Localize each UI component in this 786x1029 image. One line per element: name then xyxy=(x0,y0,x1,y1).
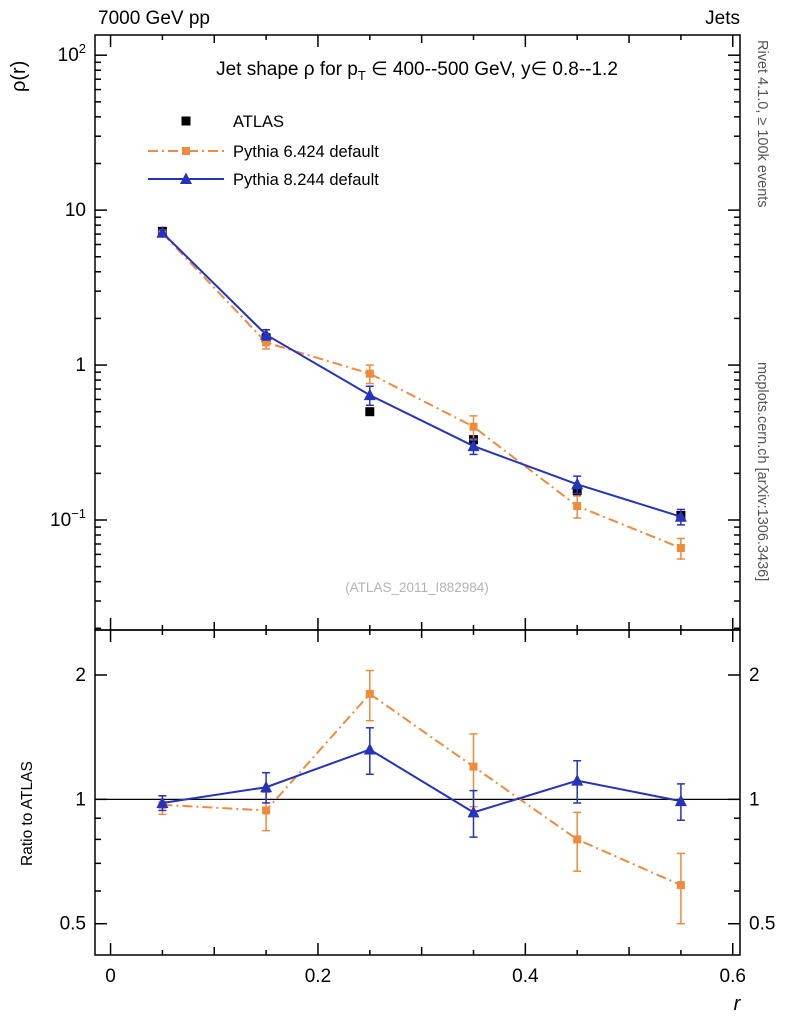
data-marker-square xyxy=(573,502,582,511)
y-tick-base: 10 xyxy=(58,45,79,66)
ratio-y-tick-label-right: 2 xyxy=(749,665,760,686)
data-marker-triangle xyxy=(363,743,376,755)
y-tick-exponent: −1 xyxy=(71,506,86,521)
plot-title-post: ∈ 400--500 GeV, y∈ 0.8--1.2 xyxy=(366,59,618,80)
data-marker-triangle xyxy=(674,794,687,807)
data-marker-square xyxy=(365,407,375,417)
legend-label: Pythia 8.244 default xyxy=(233,171,379,189)
series-line xyxy=(162,692,682,887)
data-marker-triangle xyxy=(467,805,480,818)
y-tick-base: 1 xyxy=(75,355,86,376)
data-marker-triangle xyxy=(571,477,584,490)
data-marker-square xyxy=(676,543,685,552)
data-marker-triangle xyxy=(260,780,273,793)
legend-label: Pythia 6.424 default xyxy=(233,143,379,161)
data-marker-square xyxy=(469,762,478,771)
series-ratio-pythia-6.424-default xyxy=(158,669,685,925)
beam-energy-label: 7000 GeV pp xyxy=(98,8,210,29)
plot-title: Jet shape ρ for pT ∈ 400--500 GeV, y∈ 0.… xyxy=(216,59,618,83)
data-marker-triangle xyxy=(156,226,169,238)
data-marker-triangle xyxy=(467,439,480,452)
y-axis-label-ratio: Ratio to ATLAS xyxy=(19,761,36,866)
data-marker-triangle xyxy=(571,774,584,786)
x-tick-label: 0.4 xyxy=(512,966,539,987)
data-marker-triangle xyxy=(180,172,192,184)
x-axis-label: r xyxy=(734,993,742,1015)
process-label: Jets xyxy=(705,8,740,29)
data-marker-triangle xyxy=(674,510,687,522)
data-marker-square xyxy=(262,338,271,347)
data-marker-square xyxy=(181,116,191,126)
x-ticks: 0 0.2 0.4 0.6 xyxy=(105,35,746,987)
data-marker-triangle xyxy=(363,388,376,401)
x-tick-label: 0 xyxy=(105,966,116,987)
ratio-panel-frame xyxy=(94,629,741,956)
data-marker-triangle xyxy=(260,328,273,340)
data-marker-square xyxy=(262,806,271,815)
y-tick-exponent: 2 xyxy=(79,41,86,56)
series-line xyxy=(162,748,682,814)
data-marker-square xyxy=(182,147,190,155)
plot-title-subscript: T xyxy=(358,68,366,83)
y-tick-base: 10 xyxy=(65,200,86,221)
y-axis-label-main: ρ(r) xyxy=(8,61,30,92)
x-tick-label: 0.6 xyxy=(720,966,746,987)
series-line xyxy=(161,232,682,549)
legend: ATLAS Pythia 6.424 default Pythia 8.244 de… xyxy=(148,113,379,189)
panel-frames xyxy=(94,34,741,956)
series-line xyxy=(161,231,682,518)
data-marker-square xyxy=(676,881,685,890)
series-ratio-pythia-8.244-default xyxy=(156,727,687,838)
y-tick-label: 1 xyxy=(75,355,86,376)
series-main-pythia-6.424-default xyxy=(158,229,685,560)
data-marker-square xyxy=(469,422,478,431)
mcplots-reference-note: mcplots.cern.ch [arXiv:1306.3436] xyxy=(754,362,770,581)
rivet-version-note: Rivet 4.1.0, ≥ 100k events xyxy=(754,40,770,208)
ratio-y-tick-label-left: 0.5 xyxy=(60,914,86,935)
data-marker-square xyxy=(573,835,582,844)
main-panel-frame xyxy=(94,34,741,631)
ratio-y-tick-label-right: 1 xyxy=(749,789,760,810)
x-tick-label: 0.2 xyxy=(305,966,331,987)
y-tick-label: 10 xyxy=(65,200,86,221)
plot-title-pre: Jet shape ρ for p xyxy=(216,59,358,80)
ratio-y-tick-label-left: 2 xyxy=(75,665,86,686)
ratio-y-tick-label-left: 1 xyxy=(75,789,86,810)
series-main-pythia-8.244-default xyxy=(156,226,687,526)
y-tick-label: 10−1 xyxy=(50,506,86,531)
legend-label: ATLAS xyxy=(233,113,284,131)
analysis-id-watermark: (ATLAS_2011_I882984) xyxy=(345,580,489,595)
data-marker-triangle xyxy=(156,796,169,808)
data-marker-square xyxy=(365,689,374,698)
y-tick-label: 102 xyxy=(58,41,86,66)
y-tick-base: 10 xyxy=(50,510,71,531)
data-marker-square xyxy=(365,369,374,378)
series-main-atlas xyxy=(157,226,686,521)
ratio-y-tick-label-right: 0.5 xyxy=(749,914,775,935)
